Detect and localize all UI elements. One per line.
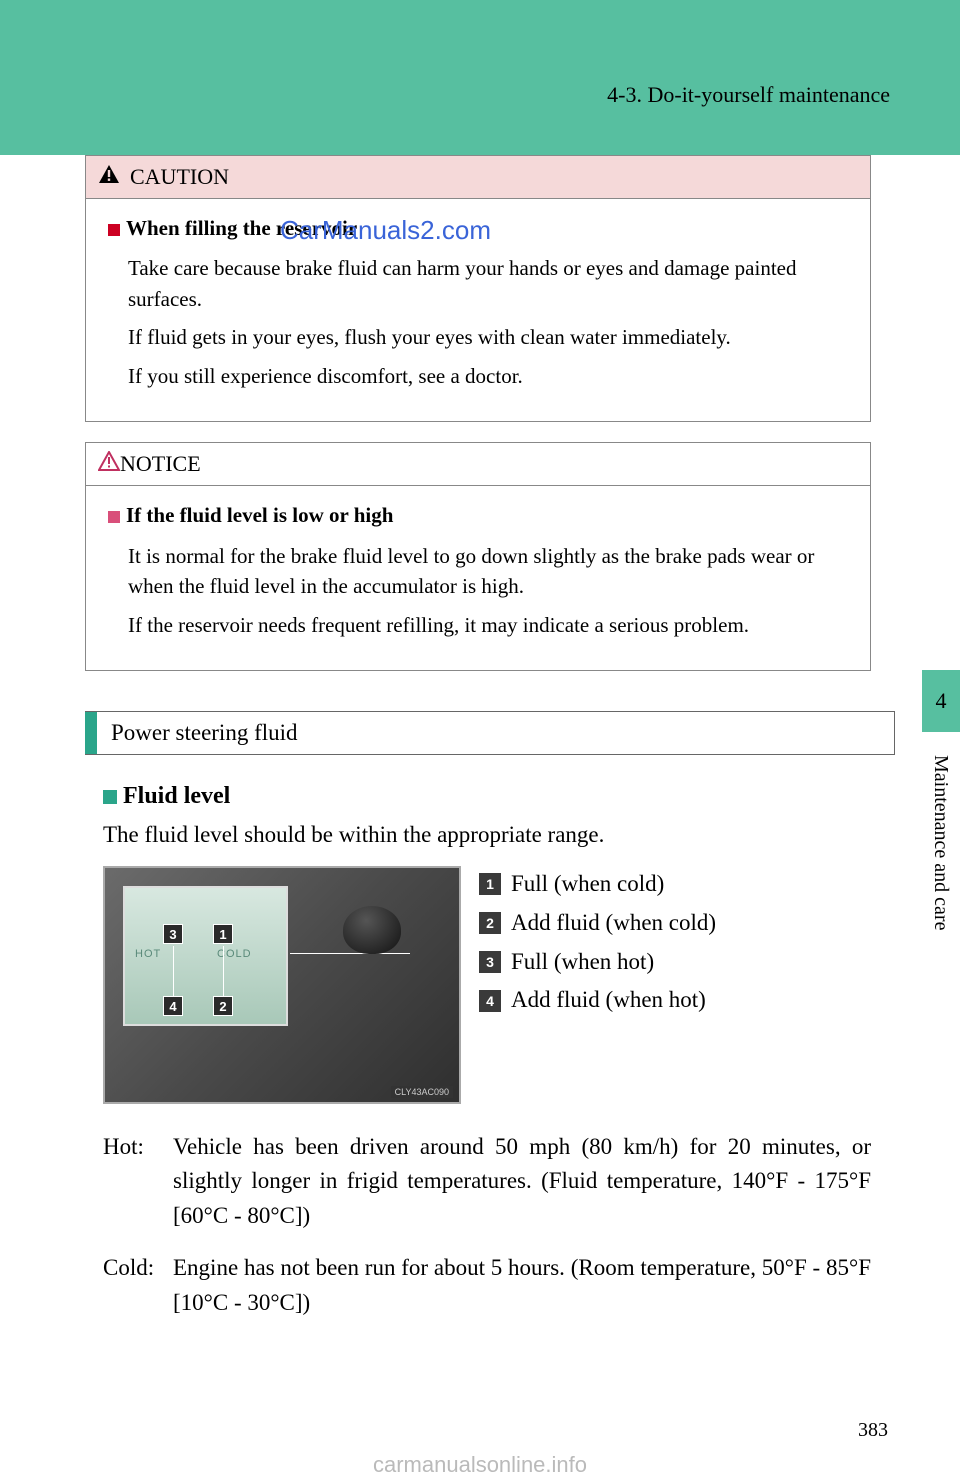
def-hot: Hot: Vehicle has been driven around 50 m… <box>103 1130 871 1234</box>
watermark-bottom: carmanualsonline.info <box>373 1452 587 1478</box>
legend-text-2: Add fluid (when cold) <box>511 905 716 942</box>
bullet-square-icon <box>103 790 117 804</box>
legend-badge-1: 1 <box>479 873 501 895</box>
notice-p2: If the reservoir needs frequent refillin… <box>108 610 848 640</box>
warning-outline-icon <box>98 451 120 477</box>
legend-badge-4: 4 <box>479 990 501 1012</box>
caution-p3: If you still experience discomfort, see … <box>108 361 848 391</box>
reservoir-inset: HOT COLD 1 3 2 4 <box>123 886 288 1026</box>
page-number: 383 <box>858 1419 888 1442</box>
notice-p1: It is normal for the brake fluid level t… <box>108 541 848 602</box>
arrow-icon <box>173 968 174 996</box>
legend-item-1: 1 Full (when cold) <box>479 866 716 903</box>
legend-text-4: Add fluid (when hot) <box>511 982 706 1019</box>
caution-header: CAUTION <box>86 156 870 199</box>
section-heading: Power steering fluid <box>85 711 895 755</box>
section-title: Power steering fluid <box>97 712 312 754</box>
fluid-level-heading: Fluid level <box>103 783 871 810</box>
reservoir-cap <box>343 906 401 954</box>
def-cold-text: Engine has not been run for about 5 hour… <box>173 1251 871 1320</box>
chapter-label: Maintenance and care <box>928 755 952 1055</box>
figure-legend: 1 Full (when cold) 2 Add fluid (when cold)… <box>479 866 716 1104</box>
def-hot-text: Vehicle has been driven around 50 mph (8… <box>173 1130 871 1234</box>
legend-text-1: Full (when cold) <box>511 866 664 903</box>
header-banner <box>0 0 960 155</box>
notice-body: If the fluid level is low or high It is … <box>86 486 870 670</box>
caution-p2: If fluid gets in your eyes, flush your e… <box>108 322 848 352</box>
page-content: CAUTION When filling the reservoir Take … <box>85 155 871 1338</box>
legend-badge-2: 2 <box>479 912 501 934</box>
callout-3: 3 <box>163 924 183 944</box>
fluid-level-intro: The fluid level should be within the app… <box>103 822 871 848</box>
breadcrumb: 4-3. Do-it-yourself maintenance <box>607 82 890 108</box>
caution-box: CAUTION When filling the reservoir Take … <box>85 155 871 422</box>
notice-subheading: If the fluid level is low or high <box>108 500 848 530</box>
chapter-tab: 4 <box>922 670 960 732</box>
hot-label: HOT <box>135 948 161 960</box>
figure-row: HOT COLD 1 3 2 4 CLY43AC090 1 Full (when … <box>103 866 871 1104</box>
def-cold-label: Cold: <box>103 1251 173 1320</box>
notice-sub-text: If the fluid level is low or high <box>126 503 393 527</box>
fluid-level-label: Fluid level <box>123 783 230 809</box>
bullet-square-icon <box>108 224 120 236</box>
arrow-icon <box>223 968 224 996</box>
notice-header: NOTICE <box>86 443 870 486</box>
legend-item-2: 2 Add fluid (when cold) <box>479 905 716 942</box>
bullet-square-icon <box>108 511 120 523</box>
def-hot-label: Hot: <box>103 1130 173 1234</box>
figure-code: CLY43AC090 <box>391 1086 453 1098</box>
section-accent-bar <box>85 712 97 754</box>
def-cold: Cold: Engine has not been run for about … <box>103 1251 871 1320</box>
notice-box: NOTICE If the fluid level is low or high… <box>85 442 871 671</box>
callout-line <box>290 953 410 954</box>
callout-2: 2 <box>213 996 233 1016</box>
legend-item-4: 4 Add fluid (when hot) <box>479 982 716 1019</box>
reservoir-figure: HOT COLD 1 3 2 4 CLY43AC090 <box>103 866 461 1104</box>
legend-item-3: 3 Full (when hot) <box>479 944 716 981</box>
callout-1: 1 <box>213 924 233 944</box>
watermark-top: CarManuals2.com <box>280 215 491 246</box>
warning-icon <box>98 164 120 190</box>
callout-4: 4 <box>163 996 183 1016</box>
notice-title: NOTICE <box>120 451 201 477</box>
definitions: Hot: Vehicle has been driven around 50 m… <box>103 1130 871 1321</box>
caution-p1: Take care because brake fluid can harm y… <box>108 253 848 314</box>
caution-title: CAUTION <box>130 164 229 190</box>
legend-badge-3: 3 <box>479 951 501 973</box>
legend-text-3: Full (when hot) <box>511 944 654 981</box>
